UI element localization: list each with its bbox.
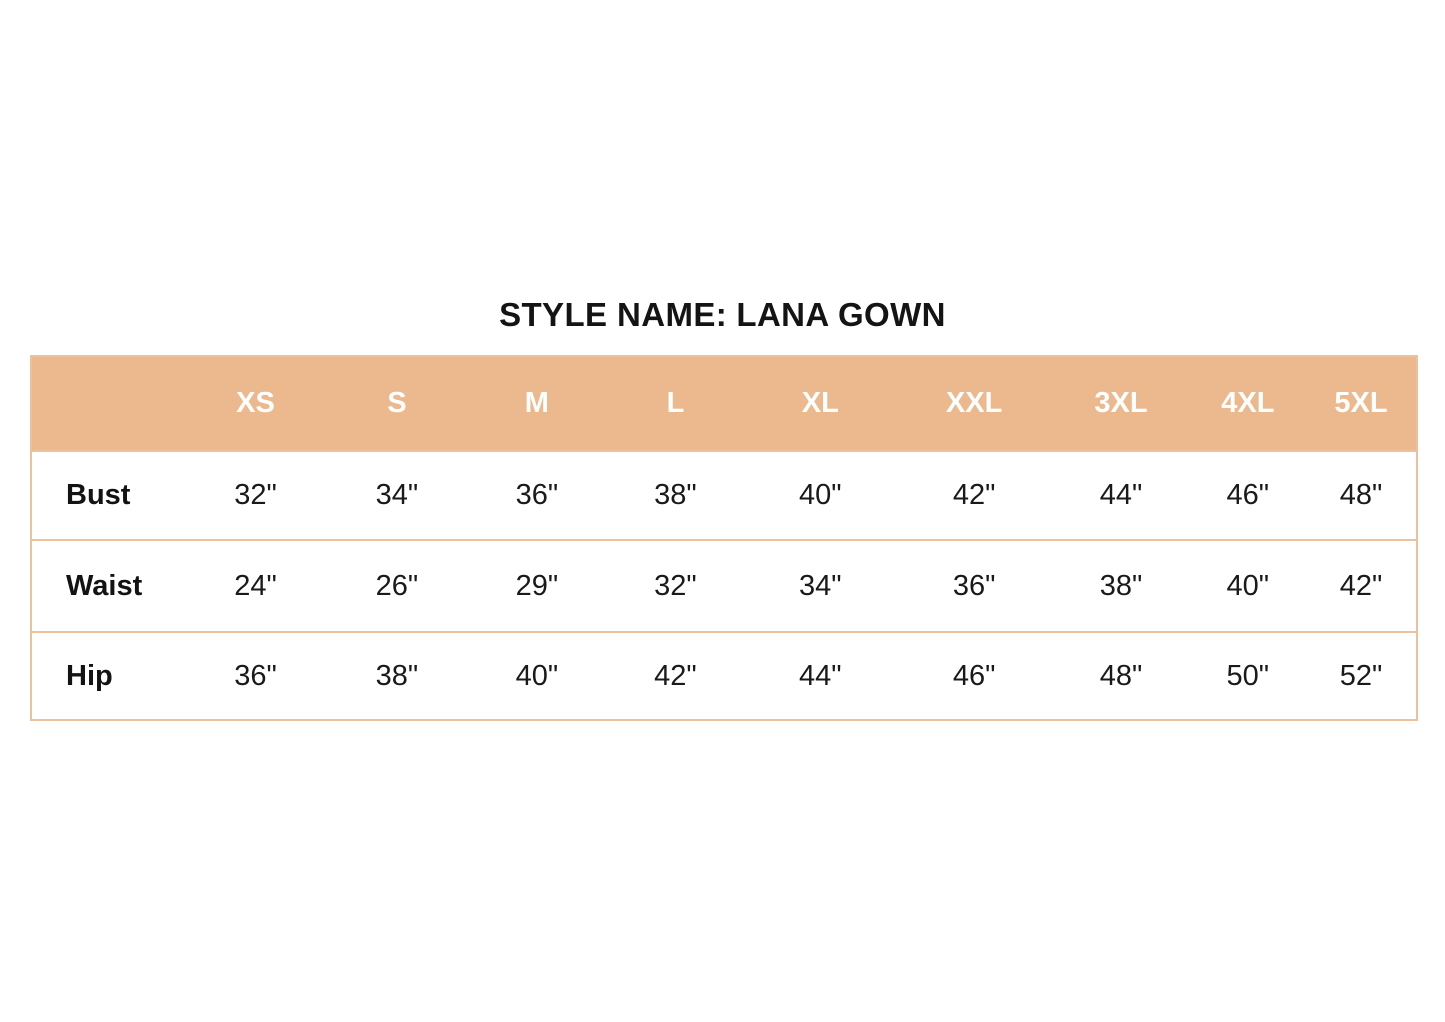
- size-chart-table: XS S M L XL XXL 3XL 4XL 5XL Bust 32" 34"…: [30, 355, 1418, 721]
- measurement-label-waist: Waist: [31, 539, 185, 632]
- size-header-l: L: [666, 387, 685, 419]
- bust-value-xxl: 42": [895, 450, 1053, 540]
- hip-value-4xl: 50": [1189, 631, 1307, 720]
- size-header-xl: XL: [801, 387, 839, 419]
- waist-value-m: 29": [467, 539, 607, 632]
- title-style-name: LANA GOWN: [736, 296, 946, 333]
- waist-value-xs: 24": [184, 539, 327, 632]
- waist-value-5xl: 42": [1306, 539, 1417, 632]
- bust-value-xs: 32": [184, 450, 327, 540]
- size-header-5xl: 5XL: [1334, 387, 1388, 419]
- bust-value-4xl: 46": [1189, 450, 1307, 540]
- bust-value-5xl: 48": [1306, 450, 1417, 540]
- measurement-label-hip: Hip: [31, 631, 185, 720]
- waist-value-s: 26": [326, 539, 468, 632]
- bust-value-m: 36": [467, 450, 607, 540]
- waist-value-xl: 34": [744, 539, 896, 632]
- title-prefix: STYLE NAME:: [499, 296, 728, 333]
- size-header-xs: XS: [236, 387, 275, 419]
- hip-value-s: 38": [326, 631, 468, 720]
- bust-value-s: 34": [326, 450, 468, 540]
- waist-value-4xl: 40": [1189, 539, 1307, 632]
- page-title: STYLE NAME: LANA GOWN: [0, 296, 1445, 334]
- measurement-label-bust: Bust: [31, 450, 185, 540]
- hip-value-l: 42": [606, 631, 745, 720]
- waist-value-3xl: 38": [1052, 539, 1190, 632]
- hip-value-3xl: 48": [1052, 631, 1190, 720]
- size-header-m: M: [524, 387, 549, 419]
- corner-cell: [31, 356, 185, 451]
- hip-value-xl: 44": [744, 631, 896, 720]
- hip-value-5xl: 52": [1306, 631, 1417, 720]
- hip-value-m: 40": [467, 631, 607, 720]
- hip-value-xs: 36": [184, 631, 327, 720]
- bust-value-3xl: 44": [1052, 450, 1190, 540]
- size-header-4xl: 4XL: [1221, 387, 1275, 419]
- measurement-row-bust: Bust 32" 34" 36" 38" 40" 42" 44" 46" 48": [31, 450, 1417, 540]
- size-header-s: S: [387, 387, 407, 419]
- bust-value-l: 38": [606, 450, 745, 540]
- waist-value-l: 32": [606, 539, 745, 632]
- size-header-row: XS S M L XL XXL 3XL 4XL 5XL: [31, 356, 1417, 451]
- size-header-3xl: 3XL: [1094, 387, 1148, 419]
- measurement-row-waist: Waist 24" 26" 29" 32" 34" 36" 38" 40" 42…: [31, 539, 1417, 632]
- waist-value-xxl: 36": [895, 539, 1053, 632]
- size-header-xxl: XXL: [945, 387, 1003, 419]
- measurement-row-hip: Hip 36" 38" 40" 42" 44" 46" 48" 50" 52": [31, 631, 1417, 720]
- hip-value-xxl: 46": [895, 631, 1053, 720]
- bust-value-xl: 40": [744, 450, 896, 540]
